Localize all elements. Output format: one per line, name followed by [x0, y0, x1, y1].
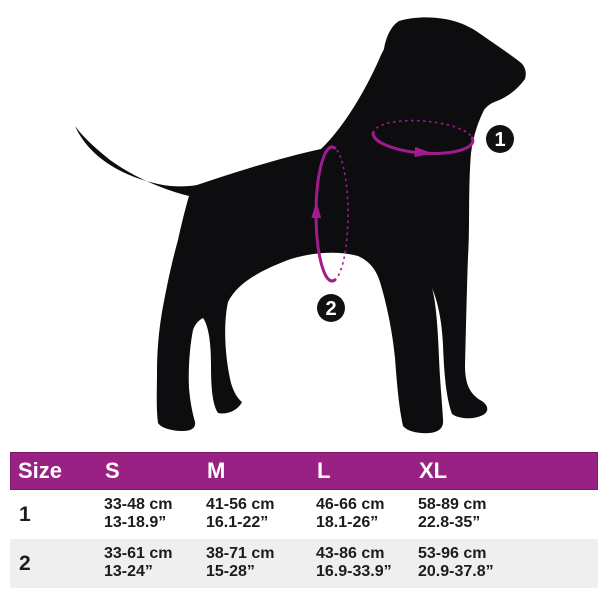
size-table-header: Size S M L XL	[10, 452, 598, 490]
cell-2-xl: 53-96 cm 20.9-37.8”	[412, 539, 598, 588]
cell-cm-value: 41-56 cm	[206, 496, 275, 513]
cell-1-m: 41-56 cm 16.1-22”	[200, 490, 310, 539]
cell-2-m: 38-71 cm 15-28”	[200, 539, 310, 588]
chest-girth-ellipse	[311, 145, 349, 283]
cell-inch-value: 13-18.9”	[104, 514, 167, 531]
header-cell-m: M	[207, 458, 226, 483]
cell-inch-value: 20.9-37.8”	[418, 563, 494, 580]
neck-girth-arrow-icon	[414, 146, 433, 158]
cell-2-l: 43-86 cm 16.9-33.9”	[310, 539, 412, 588]
cell-2-s: 33-61 cm 13-24”	[98, 539, 200, 588]
cell-inch-value: 16.9-33.9”	[316, 563, 392, 580]
neck-girth-dashed-arc	[372, 119, 474, 141]
neck-girth-ellipse	[371, 119, 475, 158]
dog-measurement-diagram: 1 2	[75, 17, 526, 434]
size-table: Size S M L XL 1 33-48 cm 13-18.9” 41-56 …	[10, 452, 598, 588]
table-row-1: 1 33-48 cm 13-18.9” 41-56 cm 16.1-22” 46…	[10, 490, 598, 539]
header-cell-xl: XL	[419, 458, 448, 483]
cell-cm-value: 43-86 cm	[316, 545, 385, 562]
cell-cm-value: 33-48 cm	[104, 496, 173, 513]
header-cell-s: S	[105, 458, 120, 483]
table-row-2: 2 33-61 cm 13-24” 38-71 cm 15-28” 43-86 …	[10, 539, 598, 588]
cell-cm-value: 38-71 cm	[206, 545, 275, 562]
cell-inch-value: 22.8-35”	[418, 514, 481, 531]
cell-cm-value: 53-96 cm	[418, 545, 487, 562]
cell-cm-value: 46-66 cm	[316, 496, 385, 513]
chest-girth-dashed-arc	[331, 146, 349, 282]
header-cell-size: Size	[18, 458, 63, 483]
chest-girth-arrow-icon	[311, 201, 322, 218]
cell-1-s: 33-48 cm 13-18.9”	[98, 490, 200, 539]
cell-cm-value: 33-61 cm	[104, 545, 173, 562]
marker-1-badge: 1	[486, 125, 514, 153]
cell-inch-value: 13-24”	[104, 563, 153, 580]
cell-1-l: 46-66 cm 18.1-26”	[310, 490, 412, 539]
cell-inch-value: 18.1-26”	[316, 514, 379, 531]
cell-1-xl: 58-89 cm 22.8-35”	[412, 490, 598, 539]
row-label: 2	[19, 551, 31, 575]
marker-2-badge: 2	[317, 294, 345, 322]
marker-1-label: 1	[494, 129, 505, 151]
cell-inch-value: 16.1-22”	[206, 514, 269, 531]
header-cell-l: L	[317, 458, 331, 483]
marker-2-label: 2	[325, 298, 336, 320]
dog-silhouette	[75, 17, 526, 434]
row-label: 1	[19, 502, 31, 526]
cell-inch-value: 15-28”	[206, 563, 255, 580]
cell-cm-value: 58-89 cm	[418, 496, 487, 513]
